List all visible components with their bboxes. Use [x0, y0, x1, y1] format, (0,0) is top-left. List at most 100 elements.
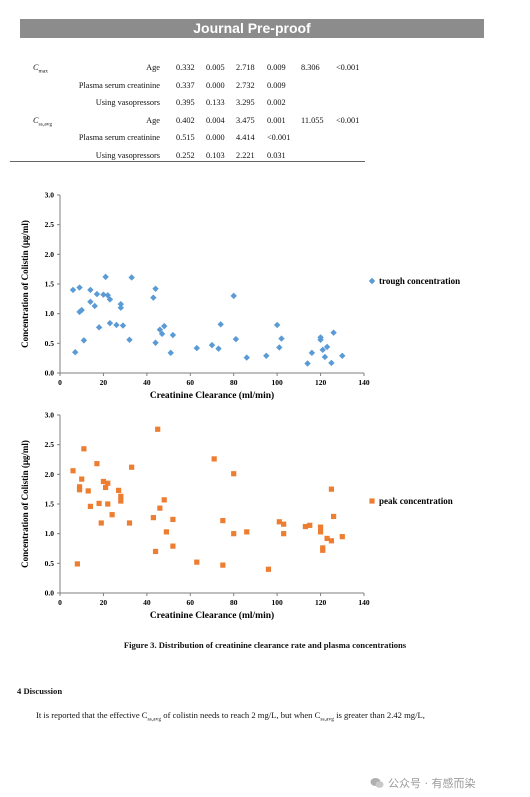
table-cell: 0.000 — [206, 80, 225, 90]
data-point — [69, 286, 77, 294]
symbol-text: C — [33, 115, 39, 125]
data-point — [308, 349, 316, 357]
journal-preproof-banner: Journal Pre-proof — [20, 19, 484, 38]
x-tick-label: 140 — [358, 598, 370, 607]
watermark: 公众号 · 有感而染 — [370, 775, 476, 791]
data-point — [105, 480, 111, 486]
data-point — [278, 335, 285, 342]
y-tick-label: 1.0 — [45, 309, 55, 318]
table-cell: 0.252 — [176, 150, 195, 160]
peak-concentration-chart: 0 20 40 60 80 100 120 140 0.0 0.5 1.0 1.5 2.0 2.5 3.0 C… — [20, 411, 453, 622]
data-point — [161, 497, 167, 503]
data-point — [321, 353, 329, 361]
data-point — [155, 426, 161, 432]
trough-concentration-chart: 0 20 40 60 80 100 120 140 0.0 0.5 1.0 1.5 2.0 2.5 3.0 C… — [20, 191, 460, 402]
x-tick-label: 60 — [187, 598, 195, 607]
data-point — [230, 292, 237, 300]
table-cell: 11.055 — [301, 115, 324, 125]
data-point — [117, 300, 124, 308]
data-point — [126, 520, 133, 526]
data-point — [163, 529, 169, 535]
data-point — [85, 488, 91, 494]
data-point — [217, 321, 224, 328]
table-cell: 0.009 — [267, 80, 286, 90]
y-axis-title: Concentration of Colistin (μg/ml) — [20, 440, 30, 568]
data-point — [128, 274, 135, 281]
table-row-label: Age — [146, 115, 160, 125]
data-point — [244, 529, 250, 535]
table-bottom-rule — [10, 161, 365, 162]
y-tick-label: 2.0 — [45, 470, 55, 479]
data-point — [126, 336, 133, 343]
data-point — [152, 285, 159, 292]
y-tick-label: 0.5 — [45, 339, 55, 348]
x-tick-label: 20 — [100, 378, 108, 387]
table-cell: 3.475 — [236, 115, 255, 125]
table-row-label: Plasma serum creatinine — [78, 133, 160, 142]
data-point — [317, 336, 324, 343]
x-tick-label: 40 — [143, 378, 151, 387]
x-tick-label: 80 — [230, 598, 238, 607]
data-point — [102, 273, 109, 281]
data-point — [76, 284, 83, 291]
data-point — [161, 322, 168, 330]
data-point — [170, 543, 176, 549]
y-axis-title: Concentration of Colistin (μg/ml) — [20, 220, 30, 348]
watermark-text: 公众号 · 有感而染 — [388, 777, 476, 790]
table-cell: 2.732 — [236, 80, 255, 90]
data-point — [96, 500, 102, 507]
table-cell: <0.001 — [336, 63, 360, 72]
data-point — [74, 561, 80, 567]
data-point — [208, 341, 216, 349]
table-cell: 2.718 — [236, 63, 255, 72]
legend-label: peak concentration — [379, 496, 453, 506]
data-point — [152, 339, 159, 346]
table-cell: <0.001 — [336, 115, 360, 125]
table-row-label: Plasma serum creatinine — [78, 80, 160, 90]
data-point — [317, 529, 324, 535]
table-cell: 0.031 — [267, 150, 286, 160]
table-cell: 0.002 — [267, 98, 286, 107]
table-row-label: Age — [146, 63, 160, 72]
data-point — [276, 344, 283, 351]
data-point — [150, 515, 156, 521]
y-tick-label: 0.5 — [45, 559, 55, 568]
table-row-label: Using vasopressors — [95, 150, 160, 160]
table-cell: 0.515 — [176, 133, 195, 142]
table-cell: 3.295 — [236, 98, 255, 107]
wechat-icon — [370, 778, 384, 788]
y-tick-label: 2.5 — [45, 440, 55, 449]
table-cell: 0.000 — [206, 133, 225, 142]
data-point — [328, 538, 335, 544]
para-sub-2: ss,avg — [320, 716, 334, 723]
section-heading: 4 Discussion — [17, 686, 63, 696]
symbol-subscript: ss,avg — [38, 121, 53, 128]
data-point — [263, 352, 270, 359]
x-tick-label: 40 — [143, 598, 151, 607]
data-point — [95, 324, 103, 331]
data-point — [220, 562, 226, 568]
data-point — [211, 456, 217, 462]
data-point — [109, 512, 115, 518]
table-cell: 0.332 — [176, 63, 195, 72]
x-axis-title: Creatinine Clearance (ml/min) — [150, 390, 274, 401]
data-point — [100, 478, 107, 485]
data-point — [76, 487, 83, 493]
table-cell: 0.103 — [206, 150, 225, 160]
table-cell: 8.306 — [301, 63, 320, 72]
y-tick-label: 1.0 — [45, 529, 55, 538]
data-point — [276, 519, 282, 525]
x-tick-label: 100 — [272, 598, 284, 607]
data-point — [129, 464, 135, 470]
x-tick-label: 100 — [272, 378, 284, 387]
data-point — [169, 331, 177, 339]
table-cell: 0.395 — [176, 98, 195, 107]
data-point — [304, 360, 311, 367]
data-point — [302, 523, 308, 530]
data-point — [339, 534, 345, 540]
table-row-label: Using vasopressors — [95, 98, 160, 107]
data-point — [339, 352, 346, 359]
data-point — [331, 513, 337, 520]
table-cell: 0.001 — [267, 115, 286, 125]
x-tick-label: 0 — [58, 598, 62, 607]
